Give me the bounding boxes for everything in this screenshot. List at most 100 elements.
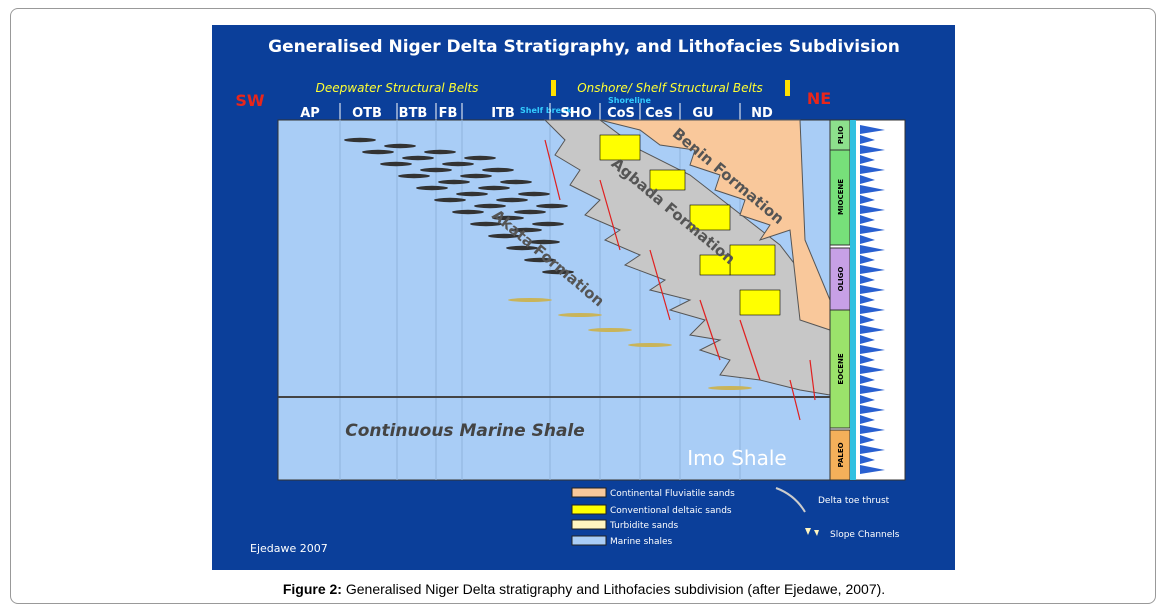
marker [785, 80, 790, 96]
sand-lens [488, 233, 520, 239]
epoch-label: PLIO [837, 126, 845, 144]
caption-label: Figure 2: [282, 581, 342, 597]
sand-lens [478, 185, 510, 191]
epoch-label: EOCENE [837, 353, 845, 385]
log-tooth [860, 415, 875, 424]
log-tooth [860, 315, 875, 324]
sand-lens [506, 245, 538, 251]
sand-lens [460, 173, 492, 179]
epoch-label: MIOCENE [837, 179, 845, 215]
log-tooth [860, 335, 875, 344]
sand-lens [524, 257, 556, 263]
marker [551, 80, 556, 96]
log-tooth [860, 265, 885, 274]
sand-lens [514, 209, 546, 215]
log-tooth [860, 425, 885, 434]
credit: Ejedawe 2007 [250, 542, 328, 555]
legend-label: Slope Channels [830, 530, 900, 540]
sand-lens [470, 221, 502, 227]
belt-label: GU [692, 106, 713, 121]
sand-lens [528, 239, 560, 245]
caption-text: Generalised Niger Delta stratigraphy and… [345, 581, 886, 597]
sand-lens [496, 197, 528, 203]
log-tooth [860, 225, 885, 234]
log-tooth [860, 465, 885, 474]
log-tooth [860, 365, 885, 374]
sand-lens [398, 173, 430, 179]
direction: NE [807, 89, 831, 108]
sand-lens [442, 161, 474, 167]
legend-swatch [571, 504, 607, 515]
epoch-label: PALEO [837, 442, 845, 467]
log-tooth [860, 145, 885, 154]
turbidite-lens [628, 343, 672, 347]
log-tooth [860, 295, 875, 304]
legend-swatch [571, 519, 607, 530]
legend-label: Marine shales [610, 537, 673, 547]
marker-label: Shoreline [608, 96, 652, 105]
legend-swatch [571, 535, 607, 546]
belt-label: CoS [607, 106, 635, 121]
log-tooth [860, 385, 885, 394]
sand-lens [532, 221, 564, 227]
turbidite-lens [558, 313, 602, 317]
sand-lens [536, 203, 568, 209]
log-tooth [860, 305, 885, 314]
log-tooth [860, 255, 875, 264]
legend-label: Turbidite sands [609, 521, 679, 531]
sand-lens [456, 191, 488, 197]
turbidite-lens [708, 386, 752, 390]
log-tooth [860, 135, 875, 144]
column-stripe [850, 120, 856, 480]
belt-label: ITB [491, 106, 515, 121]
log-tooth [860, 455, 875, 464]
legend-label: Continental Fluviatile sands [610, 489, 735, 499]
log-tooth [860, 435, 875, 444]
log-tooth [860, 215, 875, 224]
sand-lens [492, 215, 524, 221]
sand-lens [424, 149, 456, 155]
group-label: Deepwater Structural Belts [316, 81, 479, 95]
log-tooth [860, 355, 875, 364]
figure-title: Generalised Niger Delta Stratigraphy, an… [268, 37, 900, 57]
log-tooth [860, 445, 885, 454]
group-label: Onshore/ Shelf Structural Belts [577, 81, 763, 95]
legend-label: Delta toe thrust [818, 496, 890, 506]
caption: Figure 2: Generalised Niger Delta strati… [0, 581, 1168, 597]
log-tooth [860, 165, 885, 174]
figure-frame [10, 8, 1156, 604]
belt-label: OTB [352, 106, 382, 121]
belt-label: CeS [645, 106, 673, 121]
sand-lens [482, 167, 514, 173]
log-tooth [860, 395, 875, 404]
belt-label: BTB [399, 106, 428, 121]
log-tooth [860, 125, 885, 134]
marker-label: Shelf break [520, 106, 572, 115]
turbidite-lens [508, 298, 552, 302]
belt-label: ND [751, 106, 773, 121]
belt-label: AP [300, 106, 320, 121]
legend-label: Conventional deltaic sands [610, 506, 732, 516]
sand-lens [542, 269, 574, 275]
log-tooth [860, 155, 875, 164]
belt-label: SHO [560, 106, 591, 121]
log-tooth [860, 345, 885, 354]
log-tooth [860, 185, 885, 194]
sand-lens [510, 227, 542, 233]
legend-symbol [775, 487, 806, 513]
formation-label: Continuous Marine Shale [345, 421, 585, 441]
direction: SW [235, 91, 265, 110]
sand-lens [344, 137, 376, 143]
benin-area [599, 119, 831, 331]
log-tooth [860, 285, 885, 294]
sand-lens [464, 155, 496, 161]
log-tooth [860, 175, 875, 184]
sand-lens [500, 179, 532, 185]
log-tooth [860, 375, 875, 384]
log-tooth [860, 235, 875, 244]
sand-lens [518, 191, 550, 197]
log-tooth [860, 405, 885, 414]
belt-label: FB [439, 106, 458, 121]
legend-symbol [805, 528, 819, 536]
